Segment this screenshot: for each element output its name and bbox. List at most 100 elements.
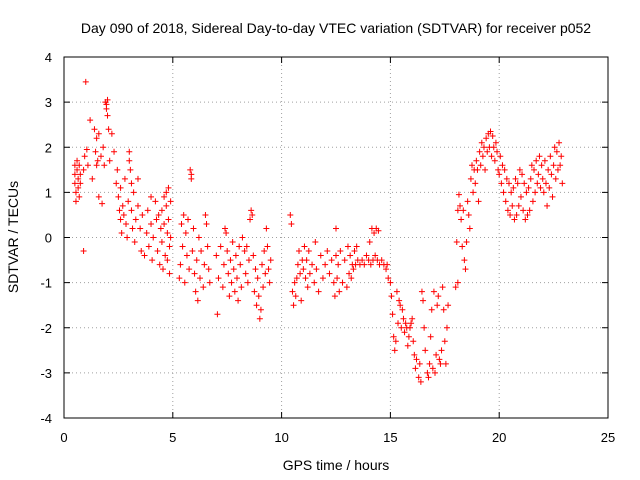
data-point [231, 288, 238, 295]
data-point [153, 216, 160, 223]
data-point [489, 132, 496, 139]
data-point [311, 279, 318, 286]
data-point [186, 266, 193, 273]
data-point [236, 243, 243, 250]
data-point [156, 261, 163, 268]
data-point [80, 248, 87, 255]
data-point [312, 239, 319, 246]
data-point [95, 193, 102, 200]
data-point [522, 216, 529, 223]
data-point [480, 144, 487, 151]
data-point [430, 288, 437, 295]
data-point [361, 261, 368, 268]
data-point [387, 279, 394, 286]
data-point [219, 284, 226, 291]
data-point [353, 243, 360, 250]
data-point [230, 266, 237, 273]
y-tick-label: -2 [40, 321, 52, 336]
data-point [416, 360, 423, 367]
data-point [164, 229, 171, 236]
data-point [214, 311, 221, 318]
data-point [341, 257, 348, 264]
data-point [287, 211, 294, 218]
data-point [404, 342, 411, 349]
data-point [554, 166, 561, 173]
data-point [410, 338, 417, 345]
data-point [458, 216, 465, 223]
data-point [291, 279, 298, 286]
x-tick-label: 15 [383, 430, 397, 445]
data-point [401, 329, 408, 336]
data-point [215, 275, 222, 282]
data-point [459, 243, 466, 250]
data-point [243, 243, 250, 250]
data-point [415, 374, 422, 381]
data-point [288, 220, 295, 227]
data-point [328, 257, 335, 264]
data-point [391, 347, 398, 354]
data-point [476, 148, 483, 155]
data-point [503, 175, 510, 182]
data-point [531, 166, 538, 173]
data-point [326, 270, 333, 277]
data-point [548, 171, 555, 178]
data-point [262, 270, 269, 277]
data-point [371, 229, 378, 236]
data-point [424, 369, 431, 376]
data-point [305, 248, 312, 255]
data-point [192, 288, 199, 295]
data-point [93, 135, 100, 142]
data-point [301, 243, 308, 250]
data-point [516, 166, 523, 173]
data-point [303, 257, 310, 264]
data-point [304, 284, 311, 291]
data-point [253, 302, 260, 309]
data-point [106, 157, 113, 164]
data-point [113, 180, 120, 187]
data-point [317, 252, 324, 259]
data-points [71, 78, 566, 385]
data-point [392, 338, 399, 345]
data-point [372, 252, 379, 259]
data-point [520, 207, 527, 214]
data-point [457, 202, 464, 209]
data-point [400, 315, 407, 322]
data-point [190, 225, 197, 232]
data-point [426, 360, 433, 367]
data-point [117, 216, 124, 223]
data-point [145, 243, 152, 250]
data-point [452, 284, 459, 291]
data-point [80, 166, 87, 173]
data-point [267, 257, 274, 264]
data-point [375, 227, 382, 234]
data-point [487, 128, 494, 135]
data-point [495, 166, 502, 173]
data-point [223, 229, 230, 236]
data-point [72, 189, 79, 196]
data-point [165, 216, 172, 223]
data-point [348, 275, 355, 282]
data-point [161, 193, 168, 200]
data-point [266, 279, 273, 286]
data-point [347, 252, 354, 259]
data-point [482, 166, 489, 173]
y-tick-label: 0 [45, 231, 52, 246]
data-point [523, 189, 530, 196]
data-point [526, 207, 533, 214]
data-point [441, 338, 448, 345]
data-point [501, 166, 508, 173]
data-point [470, 189, 477, 196]
data-point [538, 162, 545, 169]
data-point [75, 184, 82, 191]
data-point [127, 166, 134, 173]
data-point [89, 175, 96, 182]
data-point [558, 153, 565, 160]
data-point [165, 184, 172, 191]
data-point [335, 261, 342, 268]
data-point [453, 239, 460, 246]
y-tick-label: -3 [40, 366, 52, 381]
data-point [421, 324, 428, 331]
data-point [191, 270, 198, 277]
x-axis-label: GPS time / hours [283, 457, 390, 473]
data-point [233, 275, 240, 282]
